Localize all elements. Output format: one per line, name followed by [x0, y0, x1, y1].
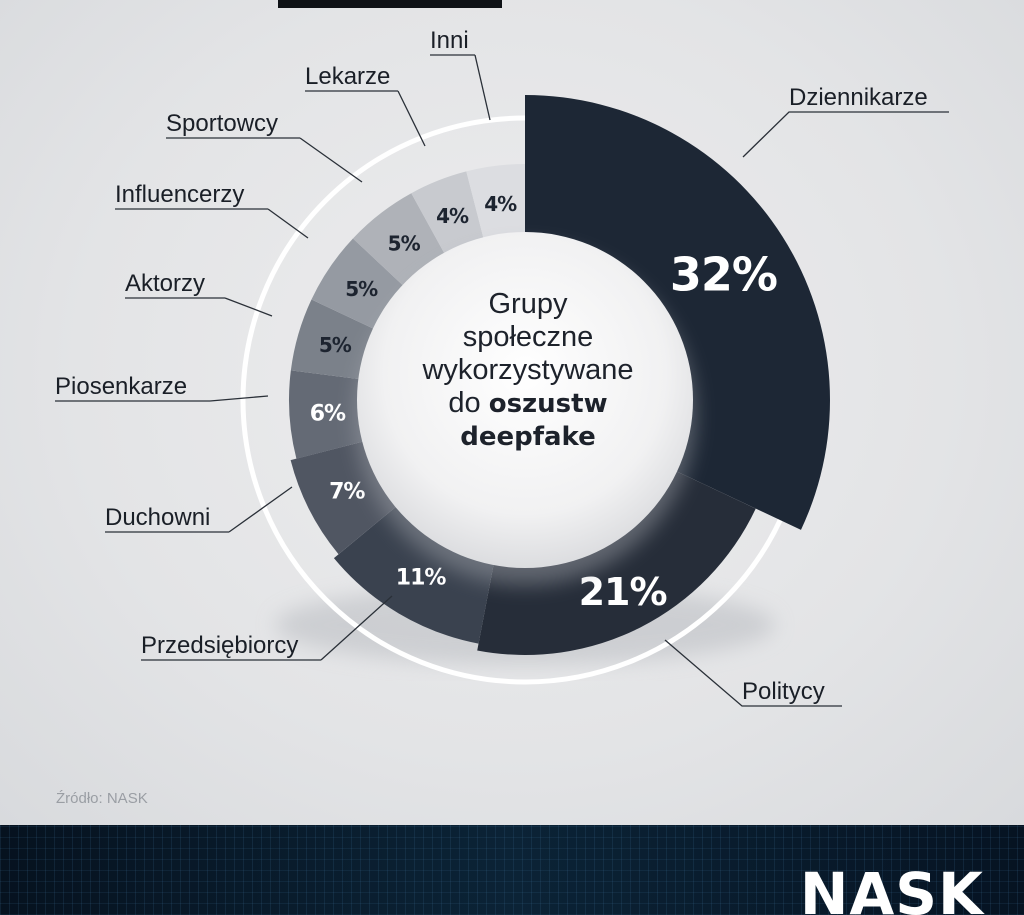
title-line-3: wykorzystywane: [422, 354, 634, 386]
category-label-aktorzy: Aktorzy: [125, 270, 205, 297]
value-label-dziennikarze: 32%: [670, 248, 777, 302]
top-rule: [278, 0, 502, 8]
title-line-4: do oszustw: [378, 387, 678, 421]
category-label-przedsiębiorcy: Przedsiębiorcy: [141, 632, 298, 659]
slice-dziennikarze: [525, 95, 830, 530]
slice-lekarze: [411, 171, 486, 260]
value-label-inni: 4%: [484, 192, 517, 216]
leader-line-inni: [430, 54, 491, 121]
category-label-duchowni: Duchowni: [105, 504, 210, 531]
category-label-politycy: Politycy: [742, 678, 825, 705]
leader-line-lekarze: [305, 90, 426, 147]
chart-title: Grupy społeczne wykorzystywane do oszust…: [378, 288, 678, 454]
value-label-piosenkarze: 6%: [310, 401, 346, 426]
footer-banner: NASK: [0, 825, 1024, 915]
slice-piosenkarze: [289, 370, 371, 459]
slice-politycy: [477, 468, 756, 656]
center-disc: [357, 232, 693, 568]
category-label-dziennikarze: Dziennikarze: [789, 84, 928, 111]
value-label-sportowcy: 5%: [388, 232, 421, 256]
title-line-5: deepfake: [460, 422, 596, 452]
source-note: Źródło: NASK: [56, 790, 148, 807]
leader-line-przedsiębiorcy: [141, 595, 393, 661]
value-label-politycy: 21%: [579, 570, 667, 614]
leader-line-sportowcy: [166, 137, 363, 183]
leader-line-dziennikarze: [742, 111, 949, 158]
category-label-influencerzy: Influencerzy: [115, 181, 244, 208]
leader-line-influencerzy: [115, 208, 309, 239]
slice-inni: [466, 164, 525, 246]
value-label-influencerzy: 5%: [345, 277, 378, 301]
donut-chart: Dziennikarze Politycy Przedsiębiorcy Duchow…: [55, 27, 949, 707]
leader-line-piosenkarze: [55, 395, 269, 402]
value-label-lekarze: 4%: [436, 204, 469, 228]
value-label-duchowni: 7%: [329, 480, 365, 505]
title-line-2: społeczne: [462, 321, 594, 353]
category-label-sportowcy: Sportowcy: [166, 110, 278, 137]
leader-line-aktorzy: [125, 297, 273, 317]
value-label-aktorzy: 5%: [319, 333, 352, 357]
category-label-inni: Inni: [430, 27, 469, 54]
slice-przedsiębiorcy: [333, 501, 496, 644]
title-line-1: Grupy: [488, 288, 568, 320]
leader-line-politycy: [664, 639, 842, 707]
chart-background: Dziennikarze Politycy Przedsiębiorcy Duchow…: [0, 0, 1024, 825]
value-label-przedsiębiorcy: 11%: [396, 565, 447, 590]
nask-logo: NASK: [799, 860, 984, 915]
leader-line-duchowni: [105, 486, 293, 533]
slice-aktorzy: [290, 299, 381, 380]
title-oszustw: oszustw: [488, 389, 608, 419]
title-do: do: [448, 387, 481, 419]
category-label-lekarze: Lekarze: [305, 63, 390, 90]
category-label-piosenkarze: Piosenkarze: [55, 373, 187, 400]
